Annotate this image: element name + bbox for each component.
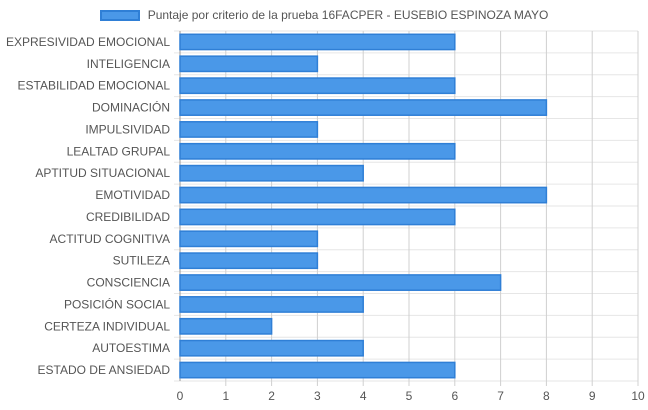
category-label: AUTOESTIMA: [92, 341, 170, 355]
category-label: LEALTAD GRUPAL: [67, 144, 171, 158]
category-label: ACTITUD COGNITIVA: [50, 232, 170, 246]
x-tick-label: 4: [360, 389, 367, 403]
x-tick-label: 0: [177, 389, 184, 403]
x-tick-label: 10: [631, 389, 645, 403]
category-label: ESTADO DE ANSIEDAD: [38, 363, 171, 377]
bar: [179, 142, 456, 160]
category-label: ESTABILIDAD EMOCIONAL: [18, 79, 171, 93]
x-tick-label: 6: [451, 389, 458, 403]
bar: [179, 339, 364, 357]
bar: [179, 208, 456, 226]
bar: [179, 274, 502, 291]
bar: [179, 55, 319, 73]
bar: [179, 99, 548, 116]
legend-label: Puntaje por criterio de la prueba 16FACP…: [147, 8, 549, 22]
category-label: EXPRESIVIDAD EMOCIONAL: [6, 35, 170, 49]
category-label: CREDIBILIDAD: [86, 210, 170, 224]
bar: [179, 296, 364, 313]
x-tick-label: 2: [268, 389, 275, 403]
category-label: EMOTIVIDAD: [95, 188, 170, 202]
bar: [179, 33, 456, 51]
x-tick-label: 7: [497, 389, 504, 403]
category-label: CERTEZA INDIVIDUAL: [44, 319, 170, 333]
bar: [179, 317, 273, 335]
x-tick-label: 5: [406, 389, 413, 403]
category-label: SUTILEZA: [113, 254, 170, 268]
bar: [179, 121, 319, 138]
category-label: INTELIGENCIA: [87, 57, 170, 71]
x-tick-label: 8: [543, 389, 550, 403]
x-tick-label: 3: [314, 389, 321, 403]
x-tick-label: 9: [589, 389, 596, 403]
category-label: DOMINACIÓN: [92, 100, 170, 115]
bar: [179, 361, 456, 379]
legend-swatch: [99, 9, 140, 21]
x-tick-label: 1: [222, 389, 229, 403]
bar: [179, 186, 548, 204]
bar: [179, 252, 319, 270]
category-label: IMPULSIVIDAD: [85, 122, 170, 136]
bar: [179, 230, 319, 248]
category-label: APTITUD SITUACIONAL: [35, 166, 170, 180]
bar: [179, 77, 456, 95]
bar: [179, 164, 364, 182]
category-label: POSICIÓN SOCIAL: [64, 296, 170, 311]
category-label: CONSCIENCIA: [87, 276, 170, 290]
legend[interactable]: Puntaje por criterio de la prueba 16FACP…: [0, 6, 648, 24]
